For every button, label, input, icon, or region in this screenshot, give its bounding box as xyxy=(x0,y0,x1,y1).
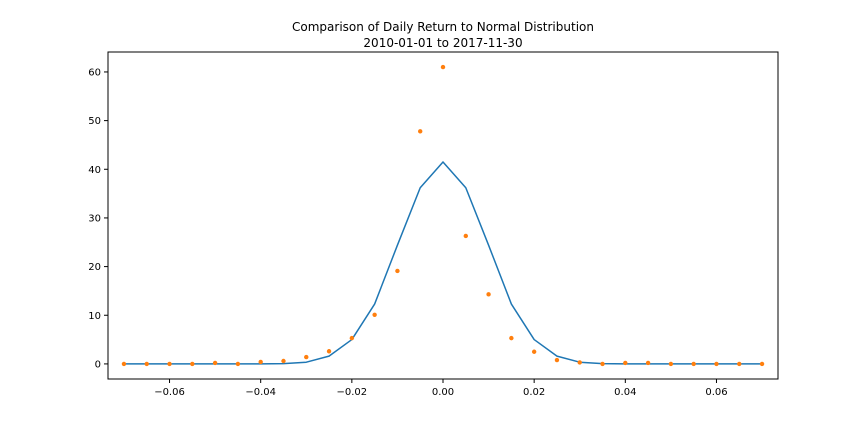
daily-return-point xyxy=(463,233,468,239)
y-tick-label: 60 xyxy=(88,67,101,78)
daily-return-point xyxy=(623,360,628,366)
axes-frame xyxy=(107,51,779,380)
daily-return-point xyxy=(281,358,286,364)
daily-return-point xyxy=(600,361,605,367)
daily-return-point xyxy=(440,64,446,70)
chart-title-line2: 2010-01-01 to 2017-11-30 xyxy=(363,36,522,50)
daily-return-point xyxy=(577,360,582,365)
x-tick-label: 0.04 xyxy=(614,387,636,398)
daily-return-point xyxy=(190,361,195,367)
x-tick-label: 0.00 xyxy=(432,387,454,398)
y-tick-label: 30 xyxy=(88,213,101,224)
daily-return-point xyxy=(737,361,742,367)
daily-return-point xyxy=(509,335,514,341)
daily-return-point xyxy=(395,268,400,274)
x-tick-label: −0.06 xyxy=(154,387,185,398)
daily-return-point xyxy=(759,361,765,367)
y-tick-label: 50 xyxy=(88,116,101,127)
daily-return-point xyxy=(144,361,149,367)
daily-return-point xyxy=(372,312,377,317)
daily-return-point xyxy=(349,335,355,341)
y-tick-label: 0 xyxy=(95,359,101,370)
chart-title-line1: Comparison of Daily Return to Normal Dis… xyxy=(292,20,594,34)
plot-area xyxy=(121,64,765,367)
x-tick-label: −0.02 xyxy=(337,387,368,398)
y-tick-label: 40 xyxy=(88,165,101,176)
daily-return-point xyxy=(668,361,674,367)
daily-return-point xyxy=(167,361,172,367)
daily-return-point xyxy=(418,129,423,134)
y-axis: 0 10 20 30 40 50 60 xyxy=(88,67,108,370)
daily-return-point xyxy=(691,361,696,367)
x-tick-label: −0.04 xyxy=(245,387,276,398)
daily-return-point xyxy=(486,292,491,297)
daily-return-point xyxy=(235,361,241,367)
daily-return-point xyxy=(531,349,537,354)
daily-return-point xyxy=(121,361,127,367)
x-axis: −0.06 −0.04 −0.02 0.00 0.02 0.04 0.06 xyxy=(154,379,728,398)
daily-return-point xyxy=(258,359,263,365)
daily-return-point xyxy=(554,357,560,363)
y-tick-label: 20 xyxy=(88,262,101,273)
daily-return-point xyxy=(645,360,651,366)
daily-return-point xyxy=(304,354,309,360)
y-tick-label: 10 xyxy=(88,311,101,322)
normal-distribution-line xyxy=(123,161,763,365)
daily-return-point xyxy=(714,361,719,367)
daily-return-point xyxy=(326,349,332,354)
x-tick-label: 0.06 xyxy=(705,387,727,398)
daily-return-point xyxy=(212,360,218,366)
x-tick-label: 0.02 xyxy=(523,387,545,398)
